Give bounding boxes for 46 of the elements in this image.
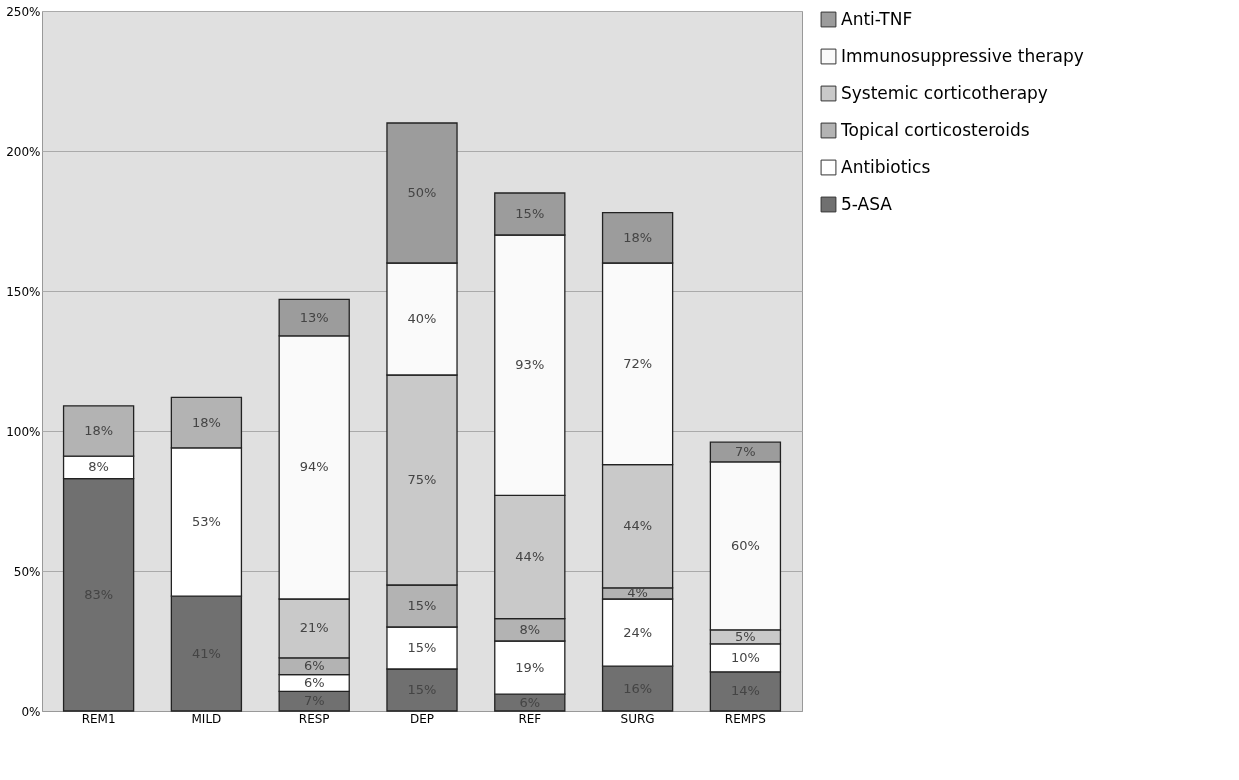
y-tick-label: 200% [6,144,41,159]
legend-label: Systemic corticotherapy [841,82,1048,103]
data-label: 6% [303,675,325,690]
data-label: 10% [730,649,760,665]
x-tick-label: REF [518,711,542,726]
y-tick-label: 150% [6,284,41,299]
data-label: 75% [407,472,437,487]
data-label: 8% [88,459,109,475]
x-tick-label: MILD [191,711,222,726]
data-label: 19% [515,659,545,675]
x-tick-label: SURG [620,711,655,726]
x-tick-label: RESP [298,711,330,726]
y-tick-label: 250% [6,4,41,19]
data-label: 44% [515,549,545,564]
x-tick-label: DEP [409,711,435,726]
data-label: 7% [735,444,756,459]
data-label: 93% [515,357,545,373]
legend-label: Topical corticosteroids [840,119,1030,140]
data-label: 5% [735,628,756,644]
y-tick-label: 0% [21,704,41,719]
data-label: 50% [407,185,437,200]
data-label: 6% [303,658,325,674]
data-label: 53% [191,514,221,529]
data-label: 13% [299,309,329,325]
data-label: 18% [623,229,653,245]
data-label: 15% [515,206,545,221]
data-label: 72% [623,355,653,371]
data-label: 18% [84,423,114,438]
x-tick-label: REM1 [81,711,116,726]
legend-label: 5-ASA [841,193,893,214]
y-tick-label: 50% [13,564,41,579]
data-label: 44% [623,518,653,534]
y-tick-label: 100% [6,424,41,439]
legend-label: Immunosuppressive therapy [841,45,1084,66]
x-tick-label: REMPS [724,711,766,726]
data-label: 94% [299,459,329,475]
data-label: 8% [519,621,541,637]
data-label: 60% [730,537,760,553]
data-label: 18% [191,414,221,430]
legend-label: Antibiotics [841,156,931,177]
data-label: 40% [407,311,437,326]
legend-label: Anti-TNF [841,8,913,29]
data-label: 15% [407,598,437,613]
data-label: 21% [299,620,329,636]
data-label: 15% [407,640,437,655]
data-label: 24% [623,624,653,640]
